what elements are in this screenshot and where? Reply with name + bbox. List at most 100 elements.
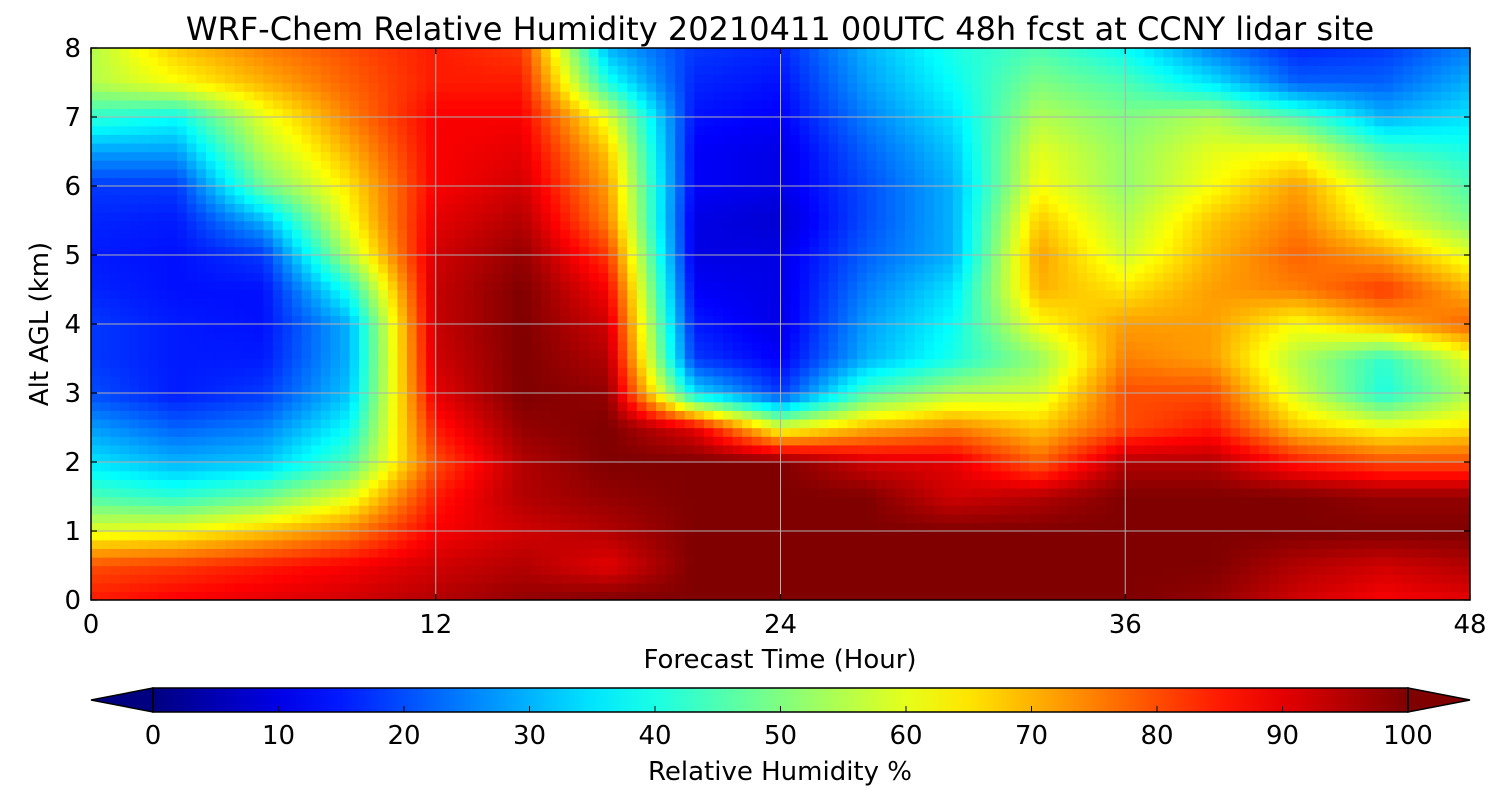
heatmap-cell (483, 531, 494, 541)
heatmap-cell (933, 548, 944, 558)
heatmap-cell (196, 470, 207, 480)
heatmap-cell (1364, 556, 1375, 567)
heatmap-cell (598, 470, 609, 480)
heatmap-cell (1450, 444, 1462, 455)
heatmap-cell (1019, 591, 1031, 600)
heatmap-cell (512, 410, 523, 420)
heatmap-cell (1058, 367, 1069, 377)
heatmap-cell (770, 505, 782, 515)
heatmap-cell (646, 401, 657, 411)
heatmap-cell (435, 358, 447, 368)
heatmap-cell (493, 358, 504, 368)
heatmap-cell (148, 479, 159, 489)
heatmap-cell (138, 410, 150, 420)
heatmap-cell (799, 418, 810, 429)
heatmap-cell (1402, 479, 1414, 489)
heatmap-cell (1230, 513, 1241, 524)
heatmap-cell (483, 444, 494, 455)
heatmap-cell (138, 436, 150, 446)
heatmap-cell (320, 367, 332, 377)
heatmap-cell (1182, 462, 1193, 472)
heatmap-cell (1412, 332, 1423, 342)
heatmap-cell (713, 470, 724, 480)
heatmap-cell (904, 418, 916, 429)
heatmap-cell (272, 505, 284, 515)
heatmap-cell (1211, 444, 1222, 455)
heatmap-cell (541, 496, 552, 506)
heatmap-cell (282, 367, 293, 377)
heatmap-cell (349, 582, 360, 593)
heatmap-cell (129, 582, 140, 593)
heatmap-cell (550, 470, 561, 480)
heatmap-cell (349, 375, 360, 386)
heatmap-cell (177, 367, 188, 377)
heatmap-cell (426, 349, 437, 360)
heatmap-cell (454, 548, 466, 558)
heatmap-cell (780, 522, 791, 532)
heatmap-cell (828, 315, 839, 325)
heatmap-cell (1192, 315, 1203, 325)
heatmap-cell (1316, 349, 1328, 360)
heatmap-cell (435, 349, 447, 360)
heatmap-cell (981, 418, 992, 429)
heatmap-cell (502, 306, 514, 317)
heatmap-cell (694, 574, 705, 584)
heatmap-cell (1364, 393, 1375, 403)
heatmap-cell (454, 341, 466, 351)
heatmap-cell (1182, 574, 1193, 584)
heatmap-cell (579, 332, 590, 342)
heatmap-cell (1029, 565, 1040, 575)
heatmap-cell (1383, 418, 1395, 429)
heatmap-cell (110, 367, 121, 377)
heatmap-cell (1335, 462, 1347, 472)
heatmap-cell (378, 453, 389, 463)
heatmap-cell (1039, 453, 1050, 463)
heatmap-cell (1422, 470, 1433, 480)
heatmap-cell (1192, 496, 1203, 506)
heatmap-cell (541, 436, 552, 446)
heatmap-cell (407, 444, 418, 455)
heatmap-cell (1067, 591, 1079, 600)
heatmap-cell (1115, 384, 1126, 394)
heatmap-cell (1316, 539, 1328, 549)
heatmap-cell (215, 453, 226, 463)
heatmap-cell (215, 298, 226, 308)
heatmap-cell (646, 531, 657, 541)
heatmap-cell (1096, 531, 1107, 541)
heatmap-cell (493, 306, 504, 317)
heatmap-cell (780, 298, 791, 308)
heatmap-cell (1115, 470, 1126, 480)
heatmap-cell (684, 470, 696, 480)
heatmap-cell (91, 505, 102, 515)
heatmap-cell (742, 427, 753, 437)
heatmap-cell (1086, 324, 1098, 334)
heatmap-cell (512, 462, 523, 472)
heatmap-cell (234, 401, 245, 411)
heatmap-cell (445, 393, 456, 403)
heatmap-cell (110, 453, 121, 463)
heatmap-cell (1374, 393, 1385, 403)
heatmap-cell (359, 462, 370, 472)
heatmap-cell (857, 513, 868, 524)
heatmap-cell (799, 306, 810, 317)
heatmap-cell (531, 298, 542, 308)
heatmap-cell (1412, 462, 1423, 472)
heatmap-cell (656, 522, 667, 532)
heatmap-cell (1412, 487, 1423, 498)
heatmap-cell (1450, 324, 1462, 334)
heatmap-cell (378, 298, 389, 308)
heatmap-cell (1288, 548, 1299, 558)
heatmap-cell (1422, 349, 1433, 360)
heatmap-cell (1125, 384, 1136, 394)
heatmap-cell (1345, 591, 1356, 600)
heatmap-cell (1106, 539, 1117, 549)
heatmap-cell (742, 582, 753, 593)
heatmap-cell (876, 479, 887, 489)
heatmap-cell (158, 582, 169, 593)
heatmap-cell (1297, 401, 1308, 411)
heatmap-cell (1144, 556, 1155, 567)
heatmap-cell (1000, 470, 1012, 480)
heatmap-cell (1029, 574, 1040, 584)
heatmap-cell (588, 315, 600, 325)
heatmap-cell (751, 565, 763, 575)
